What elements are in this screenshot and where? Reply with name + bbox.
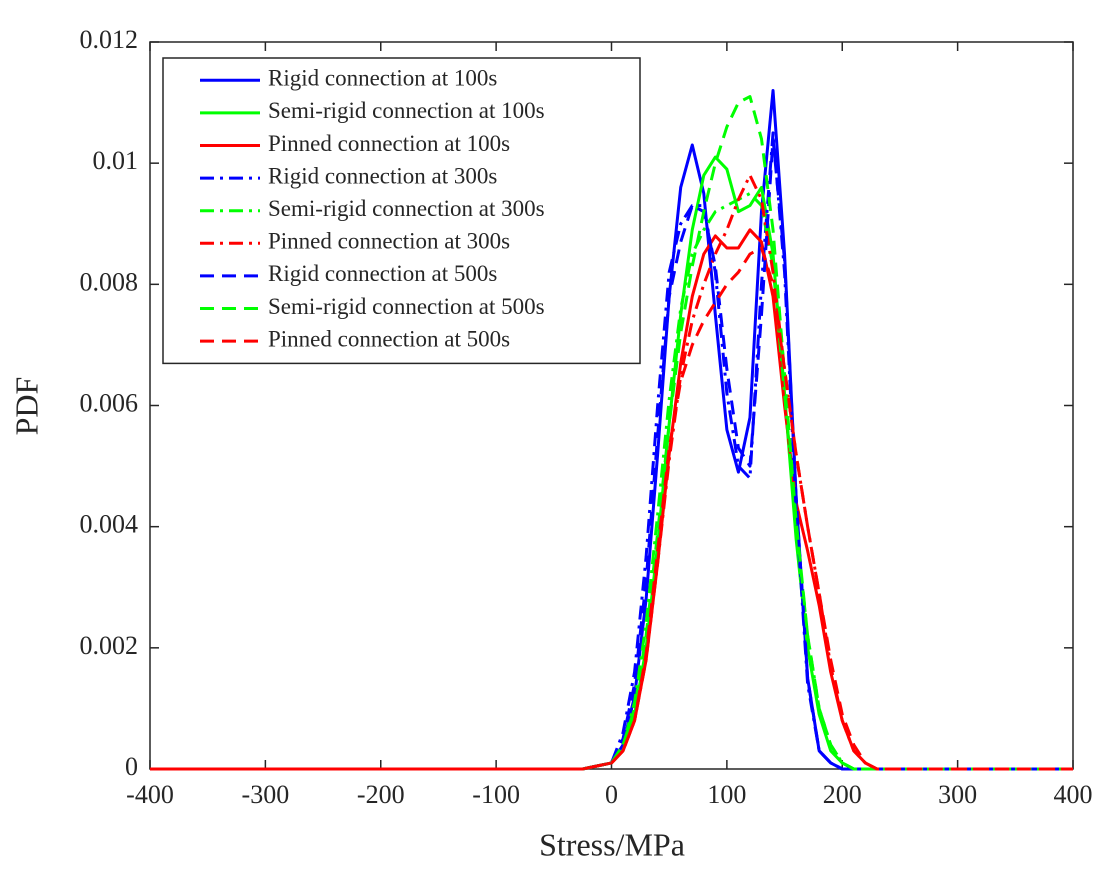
legend-label: Rigid connection at 300s	[268, 163, 497, 188]
legend-label: Semi-rigid connection at 300s	[268, 196, 545, 221]
series-line	[150, 246, 1073, 771]
legend-label: Rigid connection at 100s	[268, 66, 497, 91]
y-tick-label: 0.012	[80, 25, 139, 54]
legend-label: Pinned connection at 500s	[268, 326, 510, 351]
series-line	[150, 137, 1073, 771]
series-line	[150, 95, 1073, 771]
x-tick-label: 300	[938, 780, 977, 809]
legend-label: Pinned connection at 300s	[268, 229, 510, 254]
series-line	[150, 173, 1073, 771]
x-tick-label: 100	[707, 780, 746, 809]
y-tick-label: 0	[125, 752, 138, 781]
x-tick-label: -100	[472, 780, 520, 809]
legend-label: Semi-rigid connection at 500s	[268, 294, 545, 319]
x-tick-label: -200	[357, 780, 405, 809]
legend-label: Rigid connection at 500s	[268, 261, 497, 286]
x-tick-label: 0	[605, 780, 618, 809]
legend-label: Pinned connection at 100s	[268, 131, 510, 156]
x-axis-label: Stress/MPa	[539, 826, 685, 862]
y-tick-label: 0.01	[93, 146, 139, 175]
x-tick-label: -300	[242, 780, 290, 809]
y-tick-label: 0.004	[80, 510, 139, 539]
legend: Rigid connection at 100s Semi-rigid conne…	[162, 57, 641, 365]
y-tick-label: 0.006	[80, 388, 139, 417]
legend-label: Semi-rigid connection at 100s	[268, 98, 545, 123]
x-tick-label: 400	[1054, 780, 1093, 809]
series-line	[150, 131, 1073, 771]
y-axis-label: PDF	[8, 377, 44, 436]
x-tick-label: -400	[126, 780, 174, 809]
x-tick-label: 200	[823, 780, 862, 809]
y-tick-label: 0.008	[80, 267, 139, 296]
y-tick-label: 0.002	[80, 631, 139, 660]
